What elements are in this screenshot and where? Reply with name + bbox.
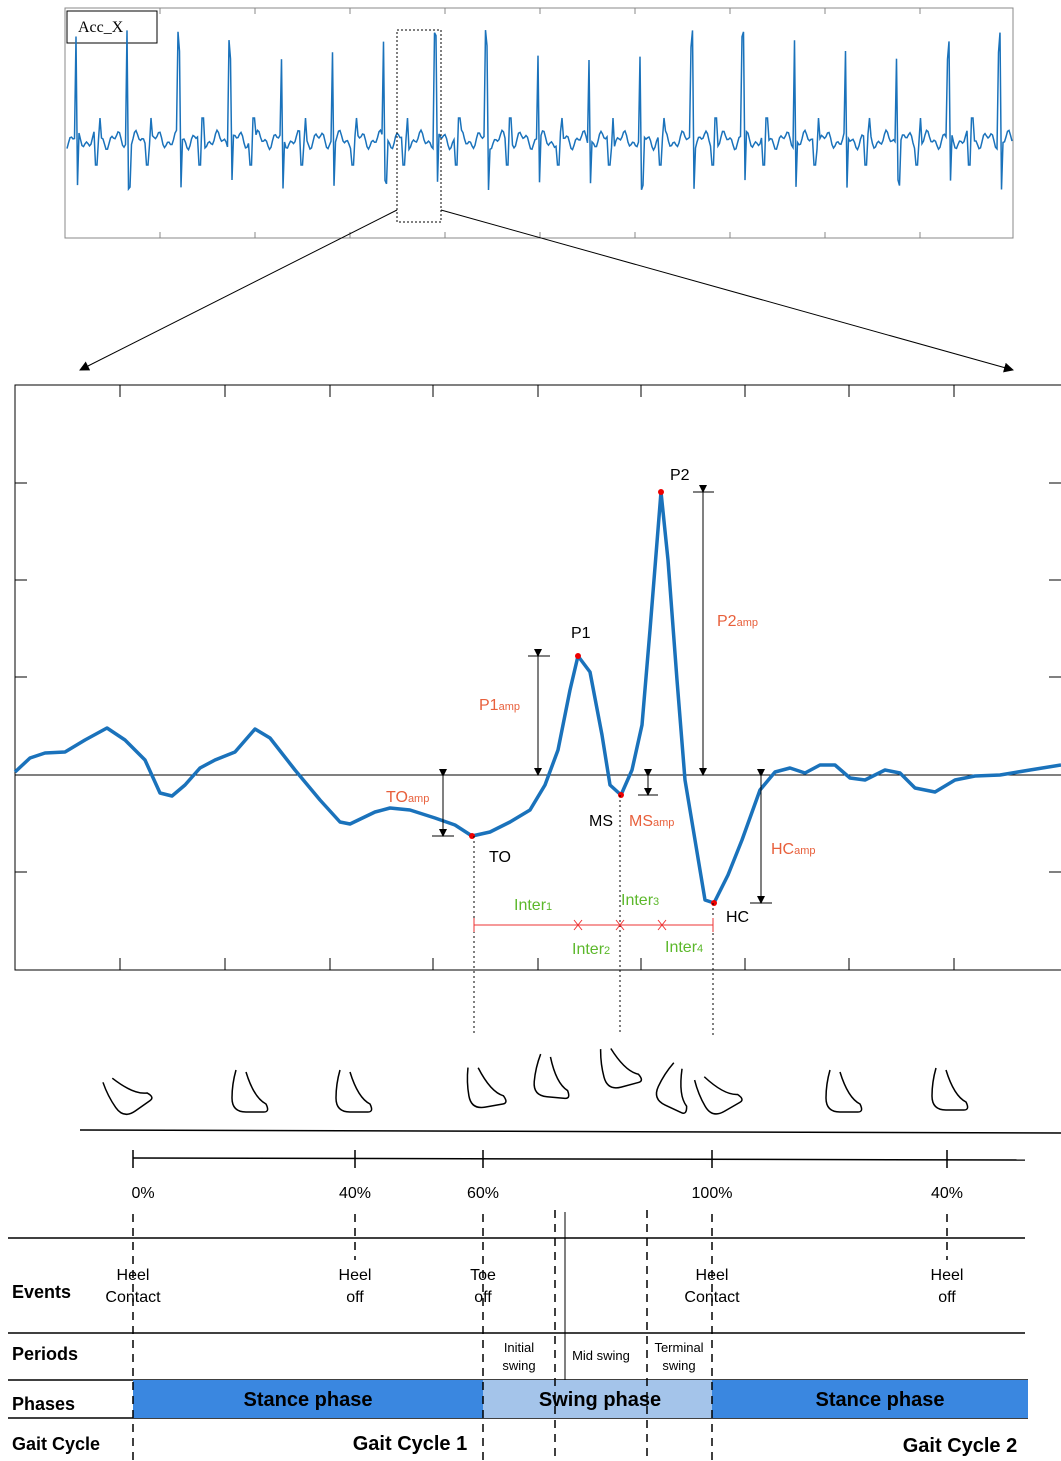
period-label: Mid swing: [572, 1348, 630, 1363]
event-label: off: [938, 1289, 956, 1306]
ms-label: MS: [589, 813, 613, 830]
event-guides: [474, 795, 713, 1035]
period-label: swing: [662, 1358, 695, 1373]
phase-label: Stance phase: [816, 1389, 945, 1411]
inter-label: Inter4: [665, 939, 703, 956]
event-label: off: [346, 1289, 364, 1306]
event-label: Heel: [339, 1267, 372, 1284]
table-content: Events Periods Phases Gait Cycle Heel Contact…: [12, 1210, 1017, 1461]
row-label: Events: [12, 1282, 71, 1302]
event-label: Contact: [105, 1289, 161, 1306]
hcamp-label: HCamp: [771, 841, 816, 858]
event-label: Heel: [117, 1267, 150, 1284]
ground-line: [80, 1130, 1061, 1133]
foot: [691, 1064, 743, 1118]
phase-label: Stance phase: [244, 1389, 373, 1411]
foot: [336, 1070, 372, 1112]
foot: [652, 1061, 702, 1114]
inter-label: Inter2: [572, 941, 610, 958]
interval-line: [474, 918, 713, 932]
toamp-label: TOamp: [386, 789, 429, 806]
hc-label: HC: [726, 909, 749, 926]
foot: [100, 1064, 153, 1119]
foot: [597, 1041, 642, 1091]
cycle-label: Gait Cycle 2: [903, 1435, 1018, 1457]
cycle-label: Gait Cycle 1: [353, 1433, 468, 1455]
gait-diagram: Acc_X P2 P1 TO MS HC P2amp P1amp TOamp M…: [0, 0, 1061, 1461]
p2-label: P2: [670, 467, 690, 484]
foot: [232, 1070, 268, 1112]
event-label: Heel: [931, 1267, 964, 1284]
p1-label: P1: [571, 625, 591, 642]
percent-label: 60%: [467, 1185, 499, 1202]
phase-label: Swing phase: [539, 1389, 661, 1411]
row-label: Phases: [12, 1394, 75, 1414]
p1amp-label: P1amp: [479, 697, 520, 714]
zoom-arrow: [441, 210, 1013, 370]
msamp-label: MSamp: [629, 813, 674, 830]
event-label: Toe: [470, 1267, 496, 1284]
percent-label: 40%: [931, 1185, 963, 1202]
period-label: Initial: [504, 1340, 534, 1355]
event-label: off: [474, 1289, 492, 1306]
top-signal: [67, 8, 1012, 238]
inter-label: Inter3: [621, 892, 659, 909]
event-label: Contact: [684, 1289, 740, 1306]
foot-icons: [100, 1041, 968, 1119]
percent-label: 100%: [692, 1185, 733, 1202]
foot: [826, 1070, 862, 1112]
event-label: Heel: [696, 1267, 729, 1284]
period-label: swing: [502, 1358, 535, 1373]
foot: [533, 1054, 572, 1099]
signal-line: [67, 30, 1012, 190]
foot: [932, 1068, 968, 1110]
row-label: Gait Cycle: [12, 1434, 100, 1454]
p2amp-label: P2amp: [717, 613, 758, 630]
percent-label: 0%: [131, 1185, 154, 1202]
row-label: Periods: [12, 1344, 78, 1364]
zoom-arrow: [80, 210, 397, 370]
timeline: [133, 1158, 1025, 1160]
to-label: TO: [489, 849, 511, 866]
inter-label: Inter1: [514, 897, 552, 914]
period-label: Terminal: [654, 1340, 703, 1355]
top-label: Acc_X: [78, 19, 124, 36]
percent-label: 40%: [339, 1185, 371, 1202]
foot: [464, 1062, 506, 1110]
